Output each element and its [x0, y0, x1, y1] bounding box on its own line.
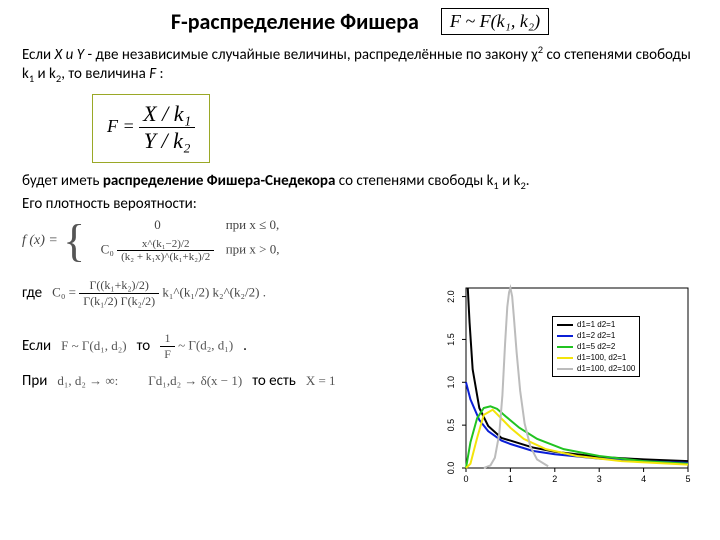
legend-label: d1=2 d2=1	[577, 330, 615, 341]
frac-left: F =	[107, 116, 139, 136]
p2-c: со степенями свободы k	[335, 172, 493, 190]
p1-a: Если	[22, 46, 55, 64]
case0-cond: при x ≤ 0,	[226, 217, 280, 232]
chart-legend: d1=1 d2=1d1=2 d2=1d1=5 d2=2d1=100, d2=1d…	[552, 316, 640, 377]
p2-d: и k	[499, 172, 521, 190]
const-tail2: k₂^(k₂/2)	[213, 284, 260, 299]
brace-icon: {	[63, 218, 85, 264]
slide: F-распределение Фишера F ~ F(k₁, k₂) Есл…	[0, 0, 720, 540]
legend-swatch	[557, 357, 573, 359]
legend-swatch	[557, 324, 573, 326]
title-formula: F ~ F(k₁, k₂)	[441, 8, 549, 35]
if-m1: F ~ Γ(d₁, d₂)	[61, 338, 127, 354]
svg-text:0.5: 0.5	[446, 419, 456, 432]
legend-item: d1=1 d2=1	[557, 319, 635, 330]
svg-text:3: 3	[597, 474, 602, 484]
legend-label: d1=100, d2=1	[577, 352, 626, 363]
frac-num: X / k₁	[139, 101, 195, 128]
svg-text:1: 1	[508, 474, 513, 484]
pri-label: При	[22, 372, 47, 390]
density-lead: f (x) =	[22, 233, 58, 248]
p1-b: - две независимые случайные величины, ра…	[84, 46, 538, 64]
p1-e: , то величина	[61, 65, 149, 83]
svg-text:1.5: 1.5	[446, 333, 456, 346]
frac-den: Y / k₂	[139, 128, 195, 154]
pri-m2: Γd₁,d₂ → δ(x − 1)	[148, 373, 242, 389]
case0-expr: 0	[92, 218, 222, 232]
legend-item: d1=2 d2=1	[557, 330, 635, 341]
if-then: то	[137, 337, 151, 355]
const-den: Γ(k₁/2) Γ(k₂/2)	[79, 294, 159, 309]
legend-label: d1=1 d2=1	[577, 319, 615, 330]
const-period: .	[263, 284, 266, 299]
case1-cond: при x > 0,	[226, 242, 280, 257]
case-num: x^(k₁−2)/2	[117, 238, 214, 251]
chart-svg: 0 1 2 3 4 5 0.0 0.5 1.0 1.5 2.0	[432, 282, 694, 490]
p1-end: :	[156, 65, 163, 83]
pri-m1: d₁, d₂ → ∞:	[57, 373, 118, 389]
case-den: (k₂ + k₁x)^(k₁+k₂)/2	[117, 251, 214, 263]
result-paragraph: будет иметь распределение Фишера-Снедеко…	[22, 172, 698, 192]
if-m2: ~ Γ(d₂, d₁)	[178, 337, 233, 352]
const-lead: C₀ =	[52, 284, 79, 299]
density-formula: f (x) = { 0 при x ≤ 0, C₀ x^(k₁−2)/2 (k₂…	[22, 218, 698, 264]
pri-then: то есть	[252, 372, 296, 390]
main-formula-box: F = X / k₁ Y / k₂	[92, 94, 210, 163]
density-label: Его плотность вероятности:	[22, 195, 698, 214]
legend-item: d1=100, d2=100	[557, 363, 635, 374]
p1-d: и k	[34, 65, 56, 83]
if-label: Если	[22, 337, 51, 355]
legend-label: d1=5 d2=2	[577, 341, 615, 352]
svg-text:2.0: 2.0	[446, 290, 456, 303]
svg-text:5: 5	[685, 474, 690, 484]
svg-text:0: 0	[463, 474, 468, 484]
page-title: F-распределение Фишера	[171, 8, 419, 35]
legend-swatch	[557, 335, 573, 337]
if-frac-den: F	[160, 347, 175, 362]
const-tail1: k₁^(k₁/2)	[162, 284, 209, 299]
p2-b: распределение Фишера-Снедекора	[103, 172, 336, 190]
if-frac-num: 1	[160, 331, 175, 347]
legend-item: d1=100, d2=1	[557, 352, 635, 363]
p2-e: .	[526, 172, 530, 190]
if-end: .	[243, 337, 247, 355]
pri-m3: X = 1	[306, 373, 336, 389]
svg-text:2: 2	[552, 474, 557, 484]
svg-text:4: 4	[641, 474, 646, 484]
intro-paragraph: Если X и Y - две независимые случайные в…	[22, 43, 698, 85]
legend-swatch	[557, 346, 573, 348]
where-label: где	[22, 284, 42, 302]
svg-text:1.0: 1.0	[446, 376, 456, 389]
svg-text:0.0: 0.0	[446, 462, 456, 475]
density-C: C₀	[101, 242, 114, 257]
title-row: F-распределение Фишера F ~ F(k₁, k₂)	[22, 8, 698, 35]
f-distribution-chart: 0 1 2 3 4 5 0.0 0.5 1.0 1.5 2.0 d1=1 d2=1d1=2 d2=1…	[432, 282, 694, 490]
const-num: Γ((k₁+k₂)/2)	[79, 278, 159, 294]
legend-label: d1=100, d2=100	[577, 363, 635, 374]
p1-xy: X и Y	[55, 46, 85, 64]
legend-item: d1=5 d2=2	[557, 341, 635, 352]
legend-swatch	[557, 368, 573, 370]
p2-a: будет иметь	[22, 172, 103, 190]
